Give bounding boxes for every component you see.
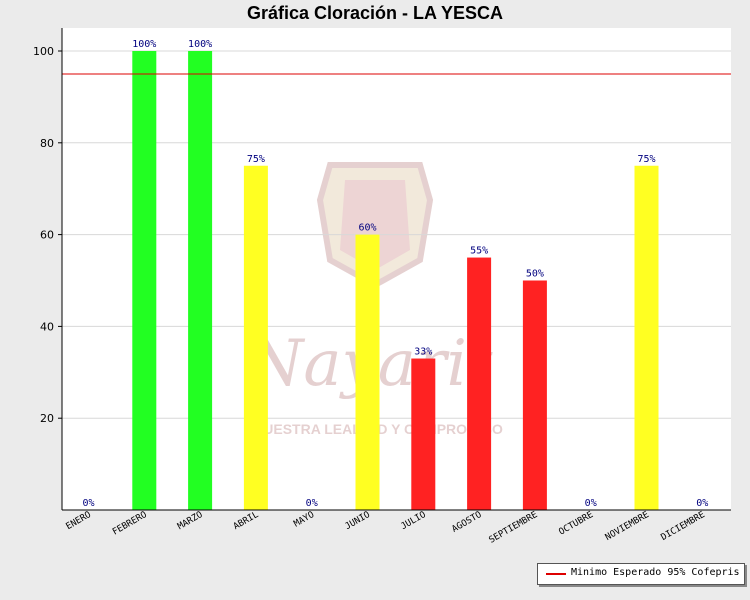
x-tick-label: MARZO: [176, 510, 204, 532]
data-label: 0%: [585, 498, 597, 509]
x-axis-labels: ENERO FEBRERO MARZO ABRIL MAYO JUNIO JULIO AGOS…: [65, 510, 707, 546]
plot-area: [62, 28, 731, 510]
bar: [243, 165, 268, 510]
y-tick-label: 40: [40, 320, 54, 333]
bar: [411, 358, 436, 510]
legend-swatch: [546, 573, 566, 575]
data-label: 100%: [188, 39, 212, 50]
y-axis-ticks: 20 40 60 80 100: [33, 45, 62, 425]
bar: [188, 51, 213, 510]
data-label: 100%: [132, 39, 156, 50]
chart-title: Gráfica Cloración - LA YESCA: [246, 3, 504, 23]
legend-label: Minimo Esperado 95% Cofepris: [571, 567, 740, 578]
x-tick-label: AGOSTO: [450, 510, 483, 535]
data-label: 60%: [358, 223, 376, 234]
bars: [132, 51, 659, 510]
x-tick-label: JUNIO: [344, 510, 372, 532]
x-tick-label: DICIEMBRE: [660, 510, 707, 543]
y-tick-label: 80: [40, 137, 54, 150]
y-tick-label: 20: [40, 412, 54, 425]
legend: Minimo Esperado 95% Cofepris: [537, 563, 745, 585]
data-labels: 0% 100% 100% 75% 0% 60% 33% 55% 50% 0% 75% 0%: [82, 39, 708, 509]
data-label: 0%: [82, 498, 94, 509]
x-tick-label: OCTUBRE: [557, 510, 595, 538]
bar: [355, 234, 380, 510]
x-tick-label: MAYO: [292, 510, 316, 530]
data-label: 55%: [470, 246, 488, 257]
bar: [634, 165, 659, 510]
bar: [522, 280, 547, 510]
gridlines: [62, 50, 731, 419]
data-label: 75%: [247, 154, 265, 165]
y-tick-label: 100: [33, 45, 54, 58]
data-label: 75%: [637, 154, 655, 165]
data-label: 50%: [526, 269, 544, 280]
data-label: 0%: [306, 498, 318, 509]
x-tick-label: SEPTIEMBRE: [487, 510, 539, 546]
bar: [132, 51, 157, 510]
bar: [467, 257, 492, 510]
x-tick-label: NOVIEMBRE: [604, 510, 651, 543]
y-tick-label: 60: [40, 229, 54, 242]
x-tick-label: FEBRERO: [111, 510, 149, 538]
x-tick-label: ABRIL: [232, 510, 260, 532]
x-tick-label: ENERO: [65, 510, 93, 532]
data-label: 33%: [414, 347, 432, 358]
data-label: 0%: [696, 498, 708, 509]
x-tick-label: JULIO: [399, 510, 427, 532]
